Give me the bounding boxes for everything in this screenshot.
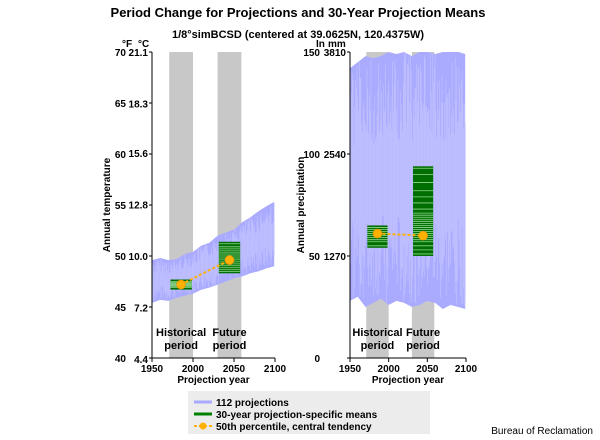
central-tendency-point xyxy=(224,255,235,265)
central-tendency-point xyxy=(176,279,186,290)
y-tick-label-left: 100 xyxy=(303,150,320,161)
legend-item-projections: 112 projections xyxy=(194,398,289,409)
y-tick-label-left: 50 xyxy=(115,252,127,263)
y-tick-label-secondary: 2540 xyxy=(324,150,347,161)
period-label: period xyxy=(164,340,198,352)
x-tick-label: 2000 xyxy=(378,364,401,375)
x-tick-label: 2100 xyxy=(455,364,478,375)
period-label: period xyxy=(361,340,395,352)
y-tick-label-left: 150 xyxy=(303,48,320,59)
x-tick-label: 1950 xyxy=(339,364,362,375)
y-axis-label: Annual temperature xyxy=(102,157,113,252)
legend-label-projections: 112 projections xyxy=(216,398,289,409)
y-tick-label-left: 45 xyxy=(115,303,127,314)
central-tendency-point xyxy=(418,230,428,241)
y-tick-label-secondary: 4.4 xyxy=(134,355,148,366)
period-label: Future xyxy=(212,327,246,339)
period-label: period xyxy=(213,340,247,352)
period-label: period xyxy=(406,340,440,352)
legend-marker-central-tendency xyxy=(199,422,207,430)
x-tick-label: 2050 xyxy=(223,364,246,375)
legend-label-central-tendency: 50th percentile, central tendency xyxy=(216,422,372,433)
y-tick-label-left: 55 xyxy=(115,201,127,212)
x-tick-label: 1950 xyxy=(141,364,164,375)
unit-label-secondary: °C xyxy=(138,39,149,50)
y-tick-label-left: 50 xyxy=(309,252,321,263)
y-tick-label-secondary: 12.8 xyxy=(129,201,149,212)
x-tick-label: 2050 xyxy=(416,364,439,375)
x-tick-label: 2000 xyxy=(182,364,205,375)
period-label: Historical xyxy=(156,327,206,339)
y-tick-label-left: 0 xyxy=(314,354,320,365)
y-tick-label-left: 60 xyxy=(115,150,127,161)
y-tick-label-left: 40 xyxy=(115,354,127,365)
y-tick-label-secondary: 7.2 xyxy=(134,303,148,314)
period-band-0 xyxy=(169,52,193,358)
y-tick-label-left: 70 xyxy=(115,48,127,59)
y-tick-label-secondary: 1270 xyxy=(324,252,347,263)
y-tick-label-secondary: 21.1 xyxy=(129,48,149,59)
legend-item-central-tendency: 50th percentile, central tendency xyxy=(194,422,372,433)
period-label: Historical xyxy=(352,327,402,339)
legend: 112 projections 30-year projection-speci… xyxy=(188,391,430,434)
legend-item-means: 30-year projection-specific means xyxy=(194,410,378,421)
unit-label-primary: In xyxy=(316,39,325,50)
y-tick-label-secondary: 18.3 xyxy=(129,100,149,111)
central-tendency-line xyxy=(180,259,230,286)
x-axis-label: Projection year xyxy=(177,375,249,386)
chart-title: Period Change for Projections and 30-Yea… xyxy=(111,5,486,20)
period-band-1 xyxy=(217,52,242,358)
unit-label-primary: °F xyxy=(122,39,132,50)
unit-label-secondary: mm xyxy=(328,39,346,50)
legend-box xyxy=(188,391,430,434)
period-mean-box-future xyxy=(412,166,434,256)
legend-label-means: 30-year projection-specific means xyxy=(216,410,378,421)
y-tick-label-left: 65 xyxy=(115,99,127,110)
credit-text: Bureau of Reclamation xyxy=(491,426,593,437)
y-tick-label-secondary: 3810 xyxy=(324,48,347,59)
x-axis-label: Projection year xyxy=(372,375,444,386)
x-tick-label: 2100 xyxy=(264,364,287,375)
y-tick-label-secondary: 10.0 xyxy=(129,252,149,263)
central-tendency-point xyxy=(372,228,383,239)
y-axis-label: Annual precipitation xyxy=(296,157,307,254)
period-label: Future xyxy=(406,327,440,339)
chart-subtitle: 1/8°simBCSD (centered at 39.0625N, 120.4… xyxy=(172,29,424,41)
y-tick-label-secondary: 15.6 xyxy=(129,149,149,160)
central-tendency-line xyxy=(377,232,424,237)
